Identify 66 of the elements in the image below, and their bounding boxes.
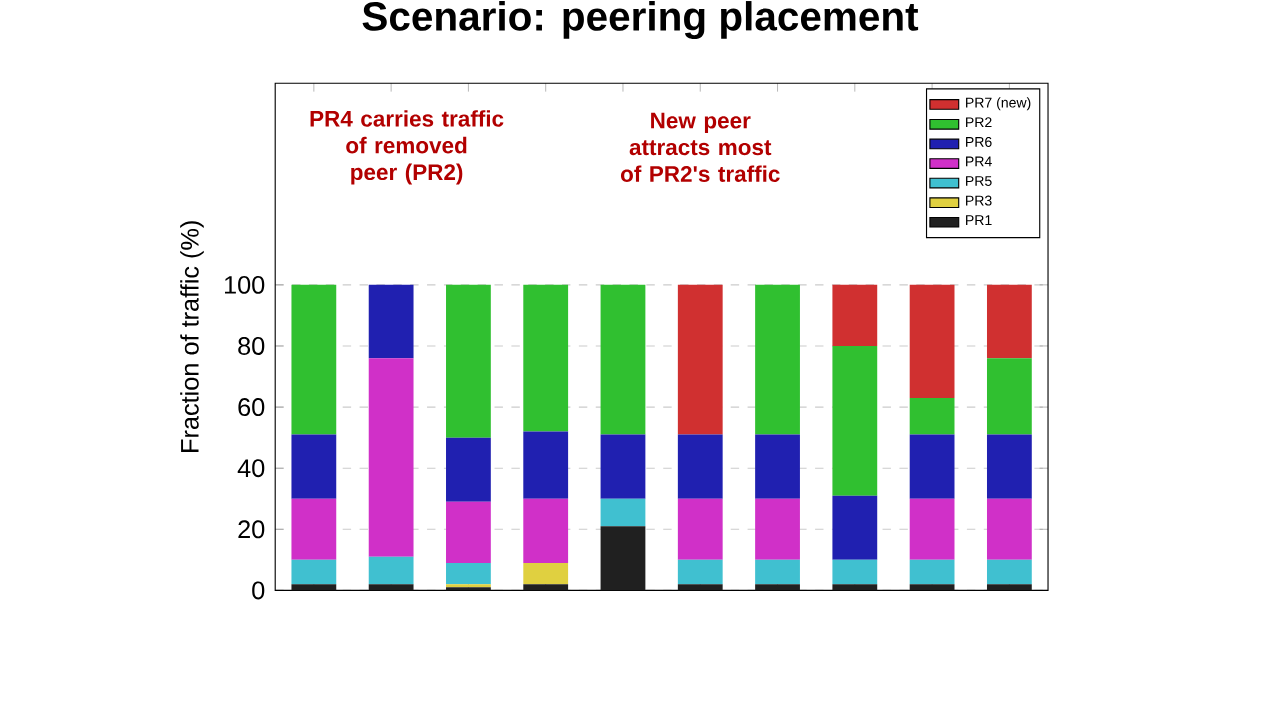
bar [832,495,878,560]
bar [446,501,491,563]
bar [909,434,955,499]
legend-label: PR1 [966,215,992,225]
bar [986,434,1032,499]
bar [523,284,569,432]
bar [986,358,1032,435]
bar [600,498,646,527]
bar [677,498,723,560]
y-tick-label: 40 [237,459,265,478]
bar [832,584,878,591]
bar [368,358,414,557]
bar [523,584,569,591]
legend-label: PR2 [966,117,992,128]
annotation: PR4 carries traffic of removed peer (PR2) [310,110,504,185]
bar [832,284,878,346]
y-tick-label: 0 [252,581,265,600]
legend-label: PR6 [966,136,992,147]
bar [291,284,337,435]
bar [368,584,414,591]
bar [446,437,491,502]
bar [986,498,1032,560]
bar [755,434,800,499]
bar [755,498,800,560]
legend-label: PR7 (new) [966,97,1031,111]
bar [909,584,955,591]
bar [523,498,569,563]
bar [755,559,800,585]
bar [909,284,955,398]
bar [446,284,491,438]
bar [909,559,955,585]
chart-title: Scenario: peering placement [362,1,919,39]
y-tick-label: 80 [238,336,265,355]
bar [291,434,337,499]
bar [677,434,723,499]
annotation: New peer attracts most of PR2's traffic [620,112,780,182]
bar [446,562,491,585]
bar [832,559,878,585]
bar [368,556,414,585]
bar [677,584,723,591]
y-tick-label: 60 [238,398,265,417]
y-axis-title: Fraction of traffic (%) [180,221,204,452]
bar [832,345,878,496]
legend-label: PR3 [966,195,992,206]
bar [909,397,955,435]
bar [677,559,723,585]
bar [600,284,646,435]
bar [523,562,569,585]
bar [986,584,1032,591]
y-tick-label: 100 [225,275,265,294]
bar [600,434,646,499]
bar [291,559,337,585]
bar [986,284,1032,359]
bar [986,559,1032,585]
bar [909,498,955,560]
bar [755,284,800,435]
bar [755,584,800,591]
y-tick-label: 20 [238,520,265,539]
bar [600,526,646,591]
bar [677,284,723,435]
legend-label: PR5 [966,176,992,186]
bar [291,584,337,591]
bar [523,431,569,499]
bar [368,284,414,359]
legend-label: PR4 [966,156,992,167]
bar [291,498,337,560]
